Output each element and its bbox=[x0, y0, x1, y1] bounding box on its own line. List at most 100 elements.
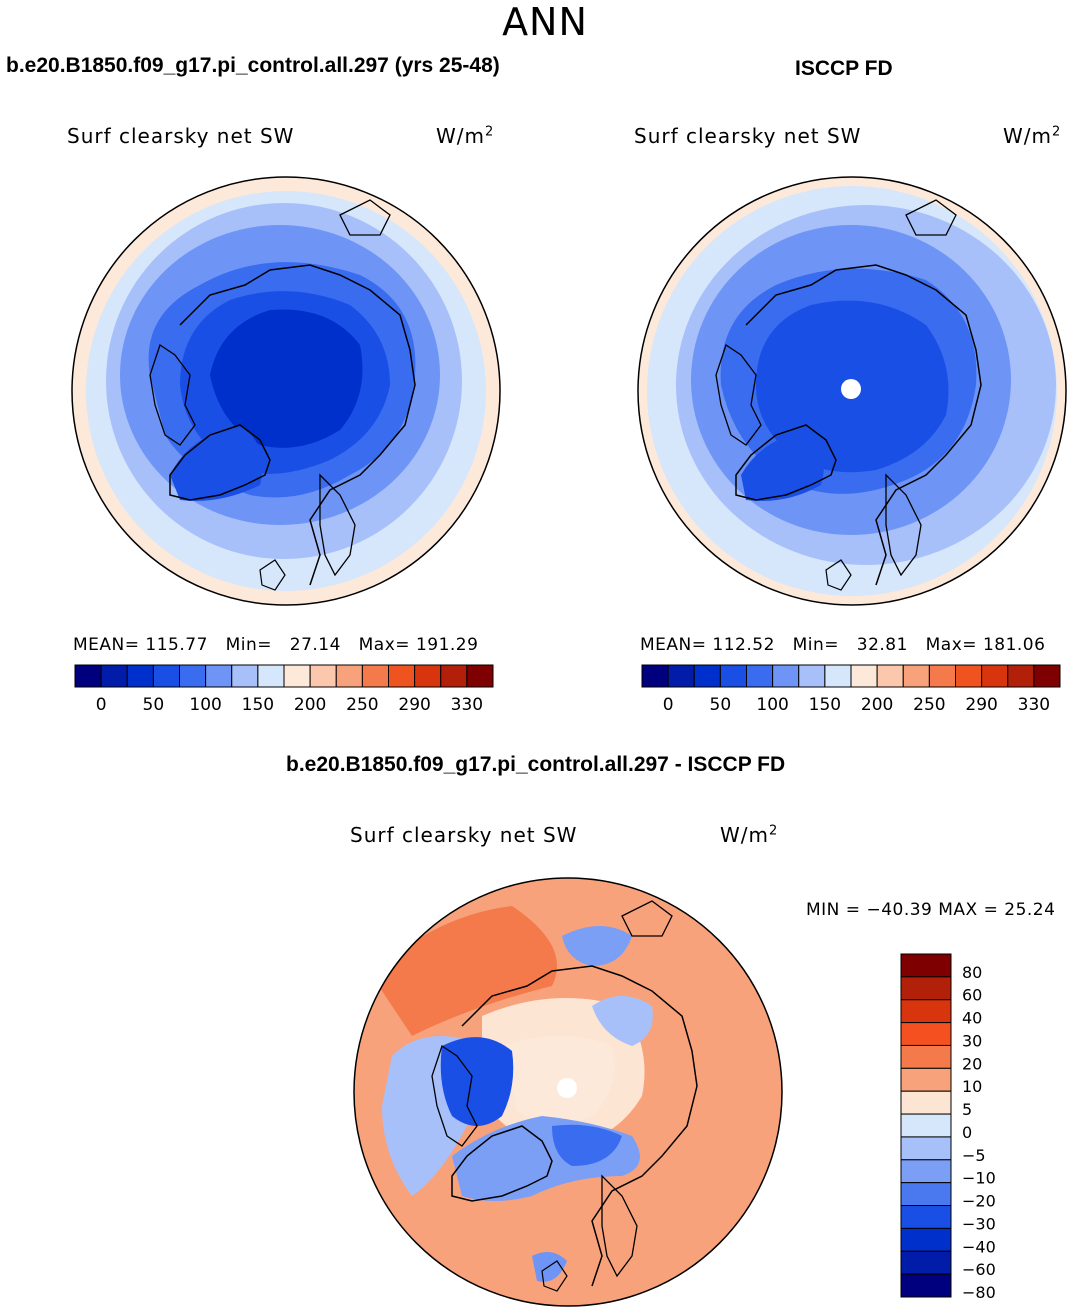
colorbar-tick-label: 0 bbox=[96, 695, 107, 715]
colorbar-swatch bbox=[231, 664, 259, 688]
map-3-coast bbox=[431, 1044, 478, 1147]
colorbar-swatch bbox=[257, 664, 285, 688]
colorbar-swatch bbox=[900, 953, 952, 978]
colorbar-tick-label: 30 bbox=[962, 1031, 982, 1050]
diff-panel-title: b.e20.B1850.f09_g17.pi_control.all.297 -… bbox=[286, 753, 786, 776]
diff-panel-minmax: MIN = −40.39 MAX = 25.24 bbox=[806, 900, 1056, 920]
colorbar-tick-label: 0 bbox=[663, 695, 674, 715]
colorbar-swatch bbox=[466, 664, 494, 688]
colorbar-tick-label: 200 bbox=[861, 695, 893, 715]
panel-1-units: W/m2 bbox=[436, 124, 495, 148]
colorbar-swatch bbox=[152, 664, 180, 688]
colorbar-tick-label: 290 bbox=[965, 695, 997, 715]
colorbar-tick-label: 100 bbox=[756, 695, 788, 715]
panel-1-map bbox=[71, 176, 501, 606]
panel-2-title: ISCCP FD bbox=[795, 57, 893, 80]
map-3-zone bbox=[552, 1124, 622, 1166]
diff-panel-map bbox=[353, 877, 783, 1307]
map-3-pole-hole bbox=[557, 1078, 577, 1098]
colorbar-swatch bbox=[1007, 664, 1035, 688]
colorbar-swatch bbox=[126, 664, 154, 688]
colorbar-swatch bbox=[900, 1044, 952, 1069]
diff-panel-variable: Surf clearsky net SW bbox=[350, 823, 578, 847]
colorbar-swatch bbox=[900, 1136, 952, 1161]
colorbar-swatch bbox=[309, 664, 337, 688]
map-3-coast bbox=[451, 1125, 553, 1202]
map-2-pole-hole bbox=[841, 379, 861, 399]
colorbar-tick-label: 100 bbox=[189, 695, 221, 715]
panel-1-variable: Surf clearsky net SW bbox=[67, 124, 295, 148]
map-3-coast bbox=[541, 1260, 568, 1292]
colorbar-swatch bbox=[667, 664, 695, 688]
colorbar-swatch bbox=[900, 1250, 952, 1275]
panel-2-variable: Surf clearsky net SW bbox=[634, 124, 862, 148]
colorbar-tick-label: 150 bbox=[809, 695, 841, 715]
map-3-zone bbox=[532, 1252, 567, 1282]
colorbar-swatch bbox=[361, 664, 389, 688]
map-3-coast bbox=[601, 1174, 638, 1278]
diff-colorbar: 80 60 40 30 20 10 5 0 −5 −10 −20 −30 −40 −60 −80 bbox=[900, 953, 996, 1302]
colorbar-swatch bbox=[641, 664, 669, 688]
colorbar-swatch bbox=[876, 664, 904, 688]
colorbar-tick-label: 250 bbox=[346, 695, 378, 715]
colorbar-swatch bbox=[335, 664, 363, 688]
colorbar-swatch bbox=[388, 664, 416, 688]
map-3-zone bbox=[592, 996, 653, 1046]
map-1-coast bbox=[149, 343, 196, 446]
colorbar-tick-label: −40 bbox=[962, 1237, 996, 1256]
colorbar-tick-label: −5 bbox=[962, 1146, 986, 1165]
map-1-zone bbox=[210, 309, 363, 448]
colorbar-swatch bbox=[850, 664, 878, 688]
map-2-coast bbox=[735, 424, 837, 501]
map-3-coast bbox=[461, 965, 698, 1287]
colorbar-swatch bbox=[205, 664, 233, 688]
season-title: ANN bbox=[502, 0, 588, 44]
map-1-zone bbox=[170, 425, 263, 501]
colorbar-tick-label: −80 bbox=[962, 1283, 996, 1302]
colorbar-tick-label: 330 bbox=[1018, 695, 1050, 715]
map-1-coast bbox=[319, 473, 356, 577]
colorbar-swatch bbox=[414, 664, 442, 688]
map-1-border bbox=[71, 176, 501, 606]
panel-2-map bbox=[637, 176, 1067, 606]
map-2-zone bbox=[741, 430, 824, 501]
panel-1-colorbar: 0 50 100 150 200 250 290 330 bbox=[74, 664, 494, 715]
colorbar-swatch bbox=[900, 1273, 952, 1298]
map-1-coast bbox=[179, 264, 416, 586]
colorbar-tick-label: 330 bbox=[451, 695, 483, 715]
map-2-coast bbox=[715, 343, 762, 446]
colorbar-swatch bbox=[928, 664, 956, 688]
colorbar-swatch bbox=[981, 664, 1009, 688]
colorbar-tick-label: 10 bbox=[962, 1077, 982, 1096]
colorbar-swatch bbox=[1033, 664, 1061, 688]
panel-2-stats: MEAN= 112.52 Min= 32.81 Max= 181.06 bbox=[640, 635, 1046, 655]
colorbar-swatch bbox=[824, 664, 852, 688]
map-1-coast bbox=[169, 424, 271, 501]
map-3-zone bbox=[502, 1036, 615, 1123]
colorbar-swatch bbox=[902, 664, 930, 688]
map-2-coast bbox=[885, 473, 922, 577]
map-2-coast bbox=[745, 264, 982, 586]
panel-2-colorbar: 0 50 100 150 200 250 290 330 bbox=[641, 664, 1061, 715]
colorbar-swatch bbox=[100, 664, 128, 688]
colorbar-tick-label: 50 bbox=[710, 695, 732, 715]
colorbar-swatch bbox=[900, 1090, 952, 1115]
colorbar-tick-label: 5 bbox=[962, 1100, 972, 1119]
colorbar-swatch bbox=[900, 1113, 952, 1138]
colorbar-swatch bbox=[719, 664, 747, 688]
colorbar-swatch bbox=[900, 999, 952, 1024]
colorbar-tick-label: 60 bbox=[962, 986, 982, 1005]
panel-1-stats: MEAN= 115.77 Min= 27.14 Max= 191.29 bbox=[73, 635, 479, 655]
colorbar-swatch bbox=[772, 664, 800, 688]
colorbar-swatch bbox=[74, 664, 102, 688]
colorbar-swatch bbox=[900, 1227, 952, 1252]
colorbar-tick-label: 0 bbox=[962, 1123, 972, 1142]
colorbar-swatch bbox=[900, 1205, 952, 1229]
colorbar-swatch bbox=[693, 664, 721, 688]
map-2-coast bbox=[905, 199, 957, 236]
colorbar-swatch bbox=[900, 1022, 952, 1046]
map-3-zone bbox=[562, 926, 632, 966]
map-3-coast bbox=[621, 900, 673, 937]
colorbar-tick-label: −60 bbox=[962, 1260, 996, 1279]
colorbar-tick-label: 250 bbox=[913, 695, 945, 715]
